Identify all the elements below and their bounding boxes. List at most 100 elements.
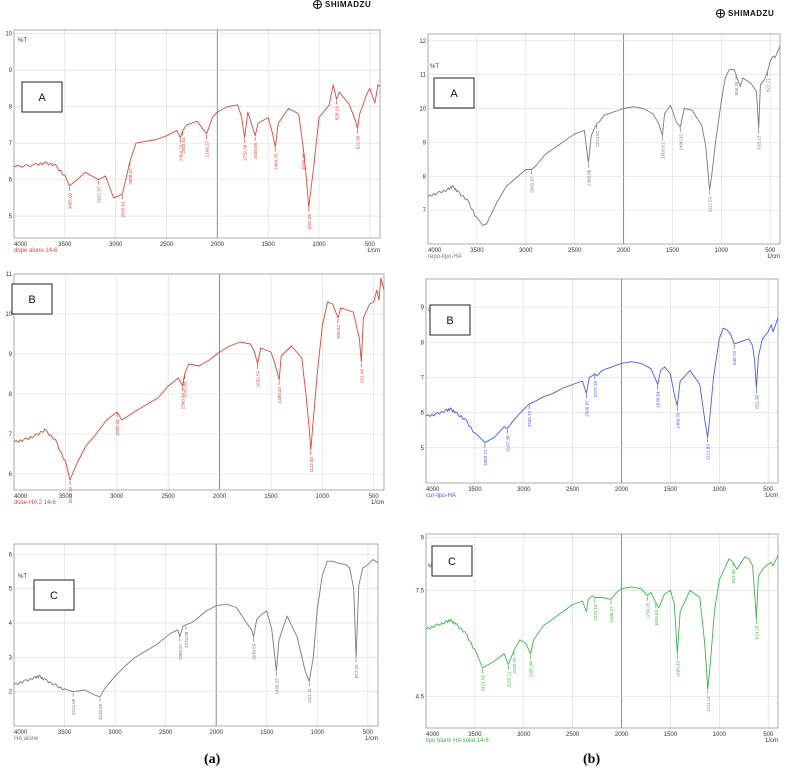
peak-label: 3155.11 [506, 671, 511, 687]
peak-label: 1156.36 [301, 153, 306, 169]
x-tick-label: 1000 [713, 487, 727, 493]
y-tick-label: 4 [9, 621, 13, 627]
y-tick-label: 9 [9, 68, 13, 74]
x-tick-label: 3500 [468, 732, 482, 738]
y-axis-label: %T [18, 38, 27, 44]
peak-label: 1112.83 [309, 457, 314, 473]
y-tick-label: 10 [5, 312, 12, 318]
peak-label: 1626.84 [654, 609, 659, 626]
y-tick-label: 7 [421, 375, 425, 381]
shimadzu-logo-icon [313, 0, 322, 9]
x-tick-label: 500 [363, 730, 374, 736]
peak-label: 1101.25 [307, 213, 312, 229]
peak-label: 1603.61 [660, 142, 665, 159]
peak-label: 2272.16 [593, 380, 598, 397]
x-tick-label: 500 [365, 242, 376, 248]
x-tick-label: 1500 [264, 494, 278, 500]
peak-label: 1632.59 [256, 371, 261, 388]
peak-label: 527.71 [766, 78, 771, 92]
sample-name: dope alone 14-6 [14, 248, 58, 254]
y-tick-label: 11 [420, 73, 427, 79]
sample-name: lipo blank HA solid 14-6 [426, 738, 489, 744]
peak-label: 3398.77 [483, 449, 488, 466]
plot-frame [13, 543, 379, 727]
y-tick-label: 9 [9, 352, 13, 358]
x-axis-label: 1/cm [367, 248, 380, 254]
shimadzu-brand-left: SHIMADZU [313, 0, 371, 9]
peak-label: 2997.41 [115, 419, 120, 436]
panel-label-box [433, 77, 475, 109]
peak-label: 1460.33 [675, 412, 680, 429]
peak-label: 619.18 [754, 625, 759, 639]
peak-label: 1630.84 [656, 391, 661, 408]
peak-label: 1111.12 [706, 696, 711, 712]
panel-label: B [446, 315, 453, 327]
x-tick-label: 2500 [566, 487, 580, 493]
y-tick-label: 10 [5, 32, 12, 38]
peak-label: 2342.85 [183, 381, 188, 398]
x-tick-label: 3500 [59, 494, 73, 500]
y-axis-label: %T [430, 64, 439, 70]
x-tick-label: 1500 [664, 732, 678, 738]
x-tick-label: 3000 [110, 494, 124, 500]
x-tick-label: 2000 [210, 730, 224, 736]
y-axis-label: %T [18, 574, 27, 580]
peak-label: 2933.61 [120, 201, 125, 218]
x-tick-label: 4000 [14, 494, 28, 500]
y-tick-label: 4.5 [416, 694, 425, 700]
peak-label: 617.22 [354, 664, 359, 678]
x-tick-label: 4000 [426, 732, 440, 738]
panel-label-box [11, 283, 53, 315]
x-tick-label: 1000 [715, 248, 729, 254]
x-tick-label: 2000 [615, 487, 629, 493]
peak-label: 1400.32 [678, 134, 683, 151]
spectrum-panel-right-a: 4000 3500 3000 2500 2000 1500 1000 500 7 8 9 10 11 12… [400, 30, 785, 264]
y-tick-label: 8 [421, 340, 425, 346]
plot-frame [427, 33, 781, 245]
panel-label: B [28, 294, 35, 306]
shimadzu-brand-right: SHIMADZU [716, 9, 774, 18]
y-tick-label: 6 [9, 472, 13, 478]
spectrum-line [13, 277, 385, 481]
x-tick-label: 2500 [161, 494, 175, 500]
peak-label: 1112.53 [708, 196, 713, 212]
peak-label: 2360.87 [181, 393, 186, 410]
caption-left: (a) [204, 752, 221, 767]
x-tick-label: 2500 [159, 730, 173, 736]
peak-label: 3448.72 [68, 487, 73, 504]
x-tick-label: 3000 [108, 730, 122, 736]
peak-label: 2945.72 [527, 410, 532, 427]
peak-label: 3412.08 [71, 698, 76, 715]
peak-label: 1630.59 [252, 643, 257, 660]
peak-label: 2108.27 [609, 606, 614, 623]
x-axis-label: 1/cm [767, 254, 780, 260]
peak-label: 1628.00 [253, 142, 258, 159]
x-tick-label: 1000 [311, 730, 325, 736]
spectrum-panel-left-c: 4000 3500 3000 2500 2000 1500 1000 500 2 3 4 5 6 %T 1/… [0, 540, 382, 746]
spectrum-chart: 4000 3500 3000 2500 2000 1500 1000 500 2 3 4 5 6 %T 1/… [9, 543, 379, 742]
x-tick-label: 3000 [517, 732, 531, 738]
peak-label: 2272.16 [593, 604, 598, 621]
y-tick-label: 8 [9, 105, 13, 111]
panel-label-box [21, 81, 63, 113]
y-tick-label: 8 [423, 174, 427, 180]
peak-label: 2935.00 [529, 660, 534, 677]
y-tick-label: 6 [9, 178, 13, 184]
x-tick-label: 4000 [428, 248, 442, 254]
x-tick-label: 3000 [109, 242, 123, 248]
x-axis-label: 1/cm [765, 738, 778, 744]
peak-label: 3167.38 [505, 435, 510, 452]
panel-label: C [50, 590, 58, 602]
spectrum-panel-right-b: 400035003000250020001500100050056789%T1/… [398, 275, 784, 503]
peak-label: 3140.70 [512, 657, 517, 674]
x-tick-label: 3500 [468, 487, 482, 493]
x-tick-label: 2000 [213, 494, 227, 500]
peak-label: 848.73 [732, 351, 737, 365]
spectrum-chart: 4000 3500 3000 2500 2000 1500 1000 500789101112… [419, 33, 781, 260]
peak-label: 618.13 [757, 135, 762, 149]
y-tick-label: 9 [421, 305, 425, 311]
y-tick-label: 12 [419, 39, 426, 45]
peak-label: 2360.88 [586, 169, 591, 186]
y-tick-label: 7 [9, 432, 13, 438]
peak-label: 1460.33 [273, 153, 278, 170]
